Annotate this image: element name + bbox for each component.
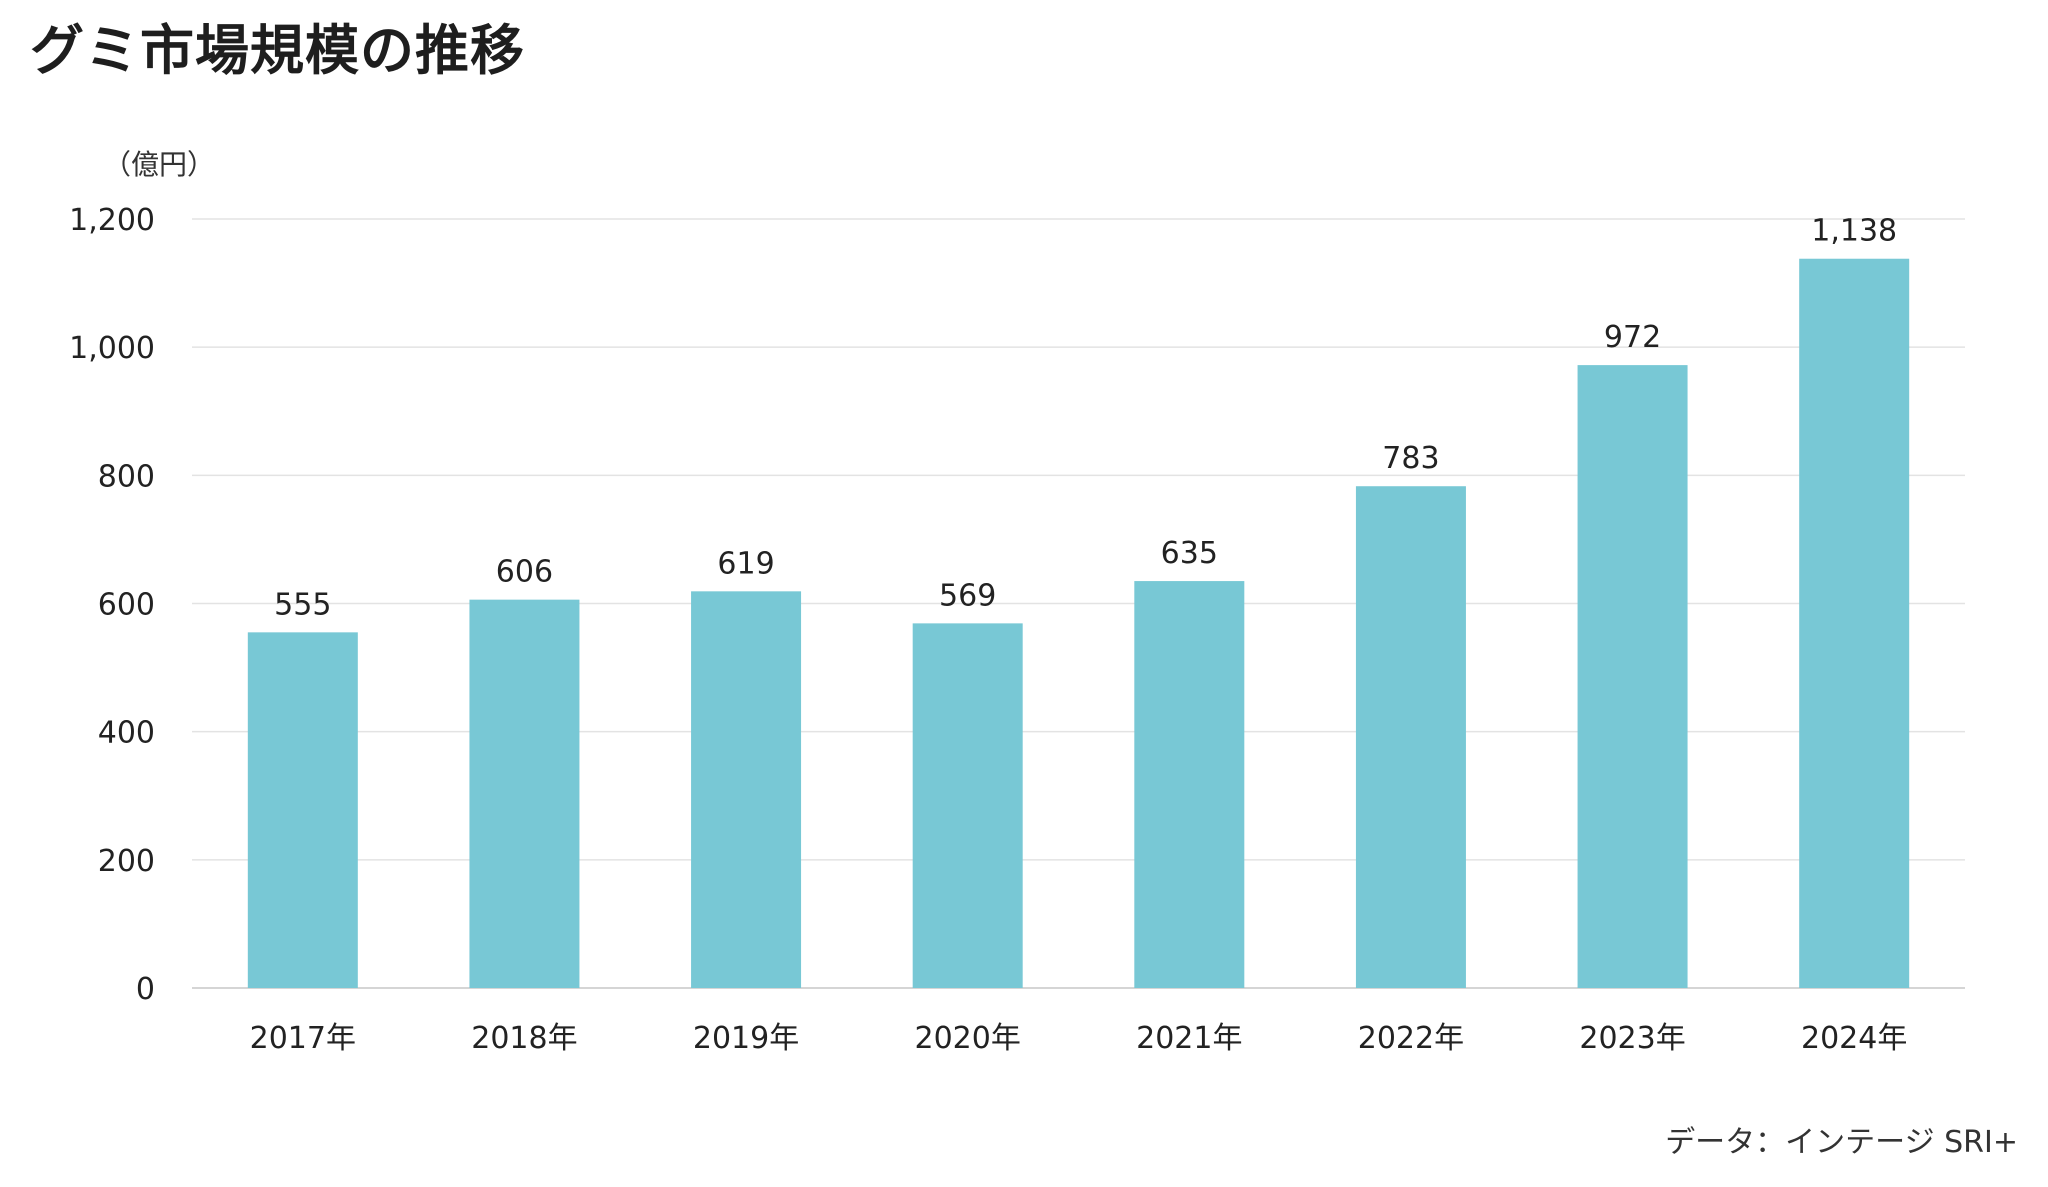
y-tick-label: 600 — [98, 588, 155, 623]
y-axis-unit-label: （億円） — [103, 148, 215, 181]
bar — [469, 599, 580, 988]
y-tick-label: 400 — [98, 716, 155, 751]
source-note: データ：インテージ SRI+ — [1665, 1125, 2018, 1160]
bar — [1134, 581, 1245, 988]
chart-title: グミ市場規模の推移 — [30, 19, 525, 82]
data-label: 972 — [1604, 320, 1661, 355]
y-tick-label: 1,000 — [69, 331, 155, 366]
x-tick-label: 2024年 — [1801, 1021, 1907, 1056]
x-tick-label: 2022年 — [1358, 1021, 1464, 1056]
bar — [912, 623, 1023, 988]
data-label: 635 — [1161, 536, 1218, 571]
grid-lines — [192, 218, 1965, 989]
data-labels: 555 606 619 569 635 783 972 1,138 — [274, 214, 1897, 623]
y-tick-label: 800 — [98, 459, 155, 494]
bar — [691, 591, 802, 988]
x-tick-label: 2023年 — [1579, 1021, 1685, 1056]
y-tick-label: 200 — [98, 844, 155, 879]
data-label: 606 — [496, 555, 553, 590]
x-tick-label: 2018年 — [471, 1021, 577, 1056]
bar — [247, 632, 358, 988]
y-tick-label: 1,200 — [69, 203, 155, 238]
x-tick-label: 2020年 — [915, 1021, 1021, 1056]
x-axis: 2017年 2018年 2019年 2020年 2021年 2022年 2023年 2024年 — [250, 1021, 1908, 1056]
data-label: 1,138 — [1811, 214, 1897, 249]
x-tick-label: 2021年 — [1136, 1021, 1242, 1056]
x-tick-label: 2019年 — [693, 1021, 799, 1056]
data-label: 619 — [717, 546, 774, 581]
data-label: 555 — [274, 587, 331, 622]
bars — [247, 258, 1910, 988]
bar — [1355, 486, 1466, 988]
data-label: 783 — [1382, 441, 1439, 476]
x-tick-label: 2017年 — [250, 1021, 356, 1056]
bar — [1799, 258, 1910, 988]
bar — [1577, 365, 1688, 988]
y-tick-label: 0 — [136, 972, 155, 1007]
data-label: 569 — [939, 578, 996, 613]
y-axis: 0 200 400 600 800 1,000 1,200 — [69, 203, 155, 1007]
